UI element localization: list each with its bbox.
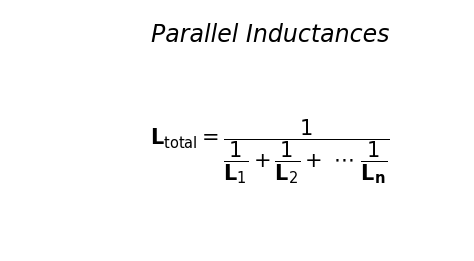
Text: $\mathbf{L}_{\mathrm{total}}= \dfrac{1}{\dfrac{1}{\mathbf{L}_{1}} + \dfrac{1}{\m: $\mathbf{L}_{\mathrm{total}}= \dfrac{1}{… (150, 117, 390, 186)
Text: Parallel Inductances: Parallel Inductances (151, 23, 389, 48)
